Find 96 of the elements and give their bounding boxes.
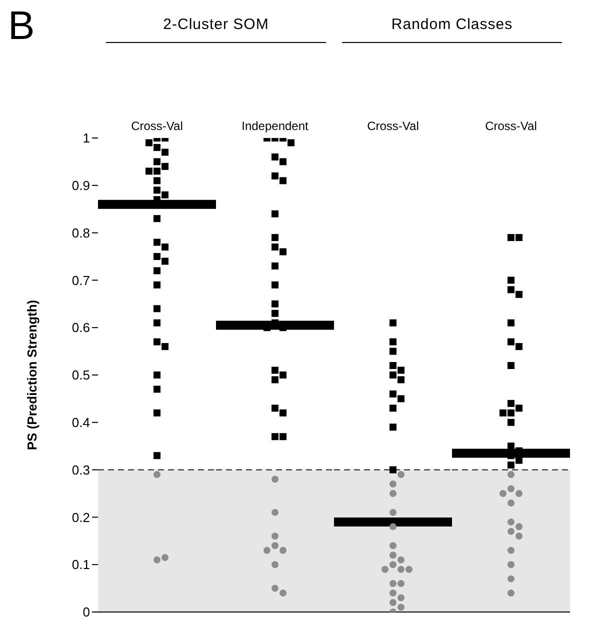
point <box>508 286 514 294</box>
point <box>508 409 514 416</box>
chart-title: Random Classes <box>390 16 514 33</box>
y-tick-label: 0 <box>82 604 90 620</box>
point <box>154 305 160 312</box>
point <box>390 580 396 588</box>
point <box>154 186 160 194</box>
point <box>390 372 396 378</box>
point <box>272 366 278 374</box>
y-tick-label: 0.9 <box>72 178 90 194</box>
point <box>390 390 396 398</box>
y-tick-label: 0.5 <box>72 368 90 383</box>
point <box>154 267 160 274</box>
point <box>154 556 160 564</box>
point <box>272 210 278 218</box>
point <box>272 508 278 516</box>
point <box>154 372 160 378</box>
point <box>154 144 160 151</box>
point <box>390 590 396 597</box>
x-tick-label: Independent <box>242 119 310 133</box>
point <box>390 552 396 559</box>
point <box>154 253 160 260</box>
point <box>390 466 396 474</box>
point <box>508 462 514 469</box>
y-axis-title: PS (Prediction Strength) <box>24 300 40 450</box>
point <box>508 546 514 554</box>
point <box>508 276 514 284</box>
point <box>508 362 514 370</box>
point <box>390 490 396 497</box>
point <box>272 153 278 160</box>
point <box>390 523 396 530</box>
y-tick-label: 0.8 <box>72 225 90 240</box>
point <box>508 319 514 326</box>
point <box>272 300 278 308</box>
point <box>154 281 160 288</box>
point <box>272 561 278 568</box>
point <box>154 409 160 416</box>
point <box>272 281 278 288</box>
point <box>272 433 278 440</box>
point <box>508 400 514 407</box>
point <box>154 452 160 460</box>
x-tick-label: Cross-Val <box>131 119 183 133</box>
y-tick-label: 0.6 <box>72 320 90 336</box>
point <box>508 528 514 535</box>
y-tick-label: 0.3 <box>72 462 90 478</box>
point <box>390 348 396 355</box>
text: B <box>8 3 35 50</box>
point <box>390 542 396 550</box>
point <box>272 172 278 180</box>
y-tick-label: 1 <box>82 130 90 146</box>
point <box>154 471 160 478</box>
point <box>508 518 514 526</box>
point <box>272 234 278 242</box>
point <box>508 590 514 597</box>
point <box>154 238 160 246</box>
point <box>272 376 278 384</box>
point <box>508 471 514 478</box>
chart-title: 2-Cluster SOM <box>162 16 270 33</box>
point <box>390 338 396 346</box>
point <box>154 215 160 222</box>
point <box>390 424 396 431</box>
point <box>390 508 396 516</box>
y-tick-label: 0.4 <box>72 415 90 430</box>
point <box>272 310 278 317</box>
point <box>154 158 160 166</box>
point <box>154 168 160 175</box>
point <box>390 362 396 370</box>
y-tick-label: 0.1 <box>72 557 90 572</box>
y-tick-label: 0.2 <box>72 510 90 525</box>
point <box>272 404 278 412</box>
point <box>508 575 514 582</box>
point <box>508 499 514 506</box>
point <box>508 561 514 568</box>
point <box>272 532 278 540</box>
point <box>272 584 278 592</box>
point <box>390 561 396 568</box>
point <box>154 177 160 184</box>
y-tick-label: 0.7 <box>72 272 90 288</box>
point <box>508 442 514 450</box>
point <box>272 476 278 483</box>
x-tick-label: Cross-Val <box>367 119 419 133</box>
point <box>272 244 278 251</box>
point <box>390 599 396 606</box>
point <box>390 319 396 326</box>
point <box>272 262 278 270</box>
point <box>508 338 514 346</box>
point <box>154 386 160 393</box>
point <box>390 480 396 488</box>
point <box>154 338 160 346</box>
point <box>154 319 160 326</box>
point <box>390 404 396 412</box>
point <box>508 418 514 426</box>
point <box>508 485 514 492</box>
point <box>508 234 514 242</box>
x-tick-label: Cross-Val <box>485 119 537 133</box>
point <box>272 542 278 550</box>
